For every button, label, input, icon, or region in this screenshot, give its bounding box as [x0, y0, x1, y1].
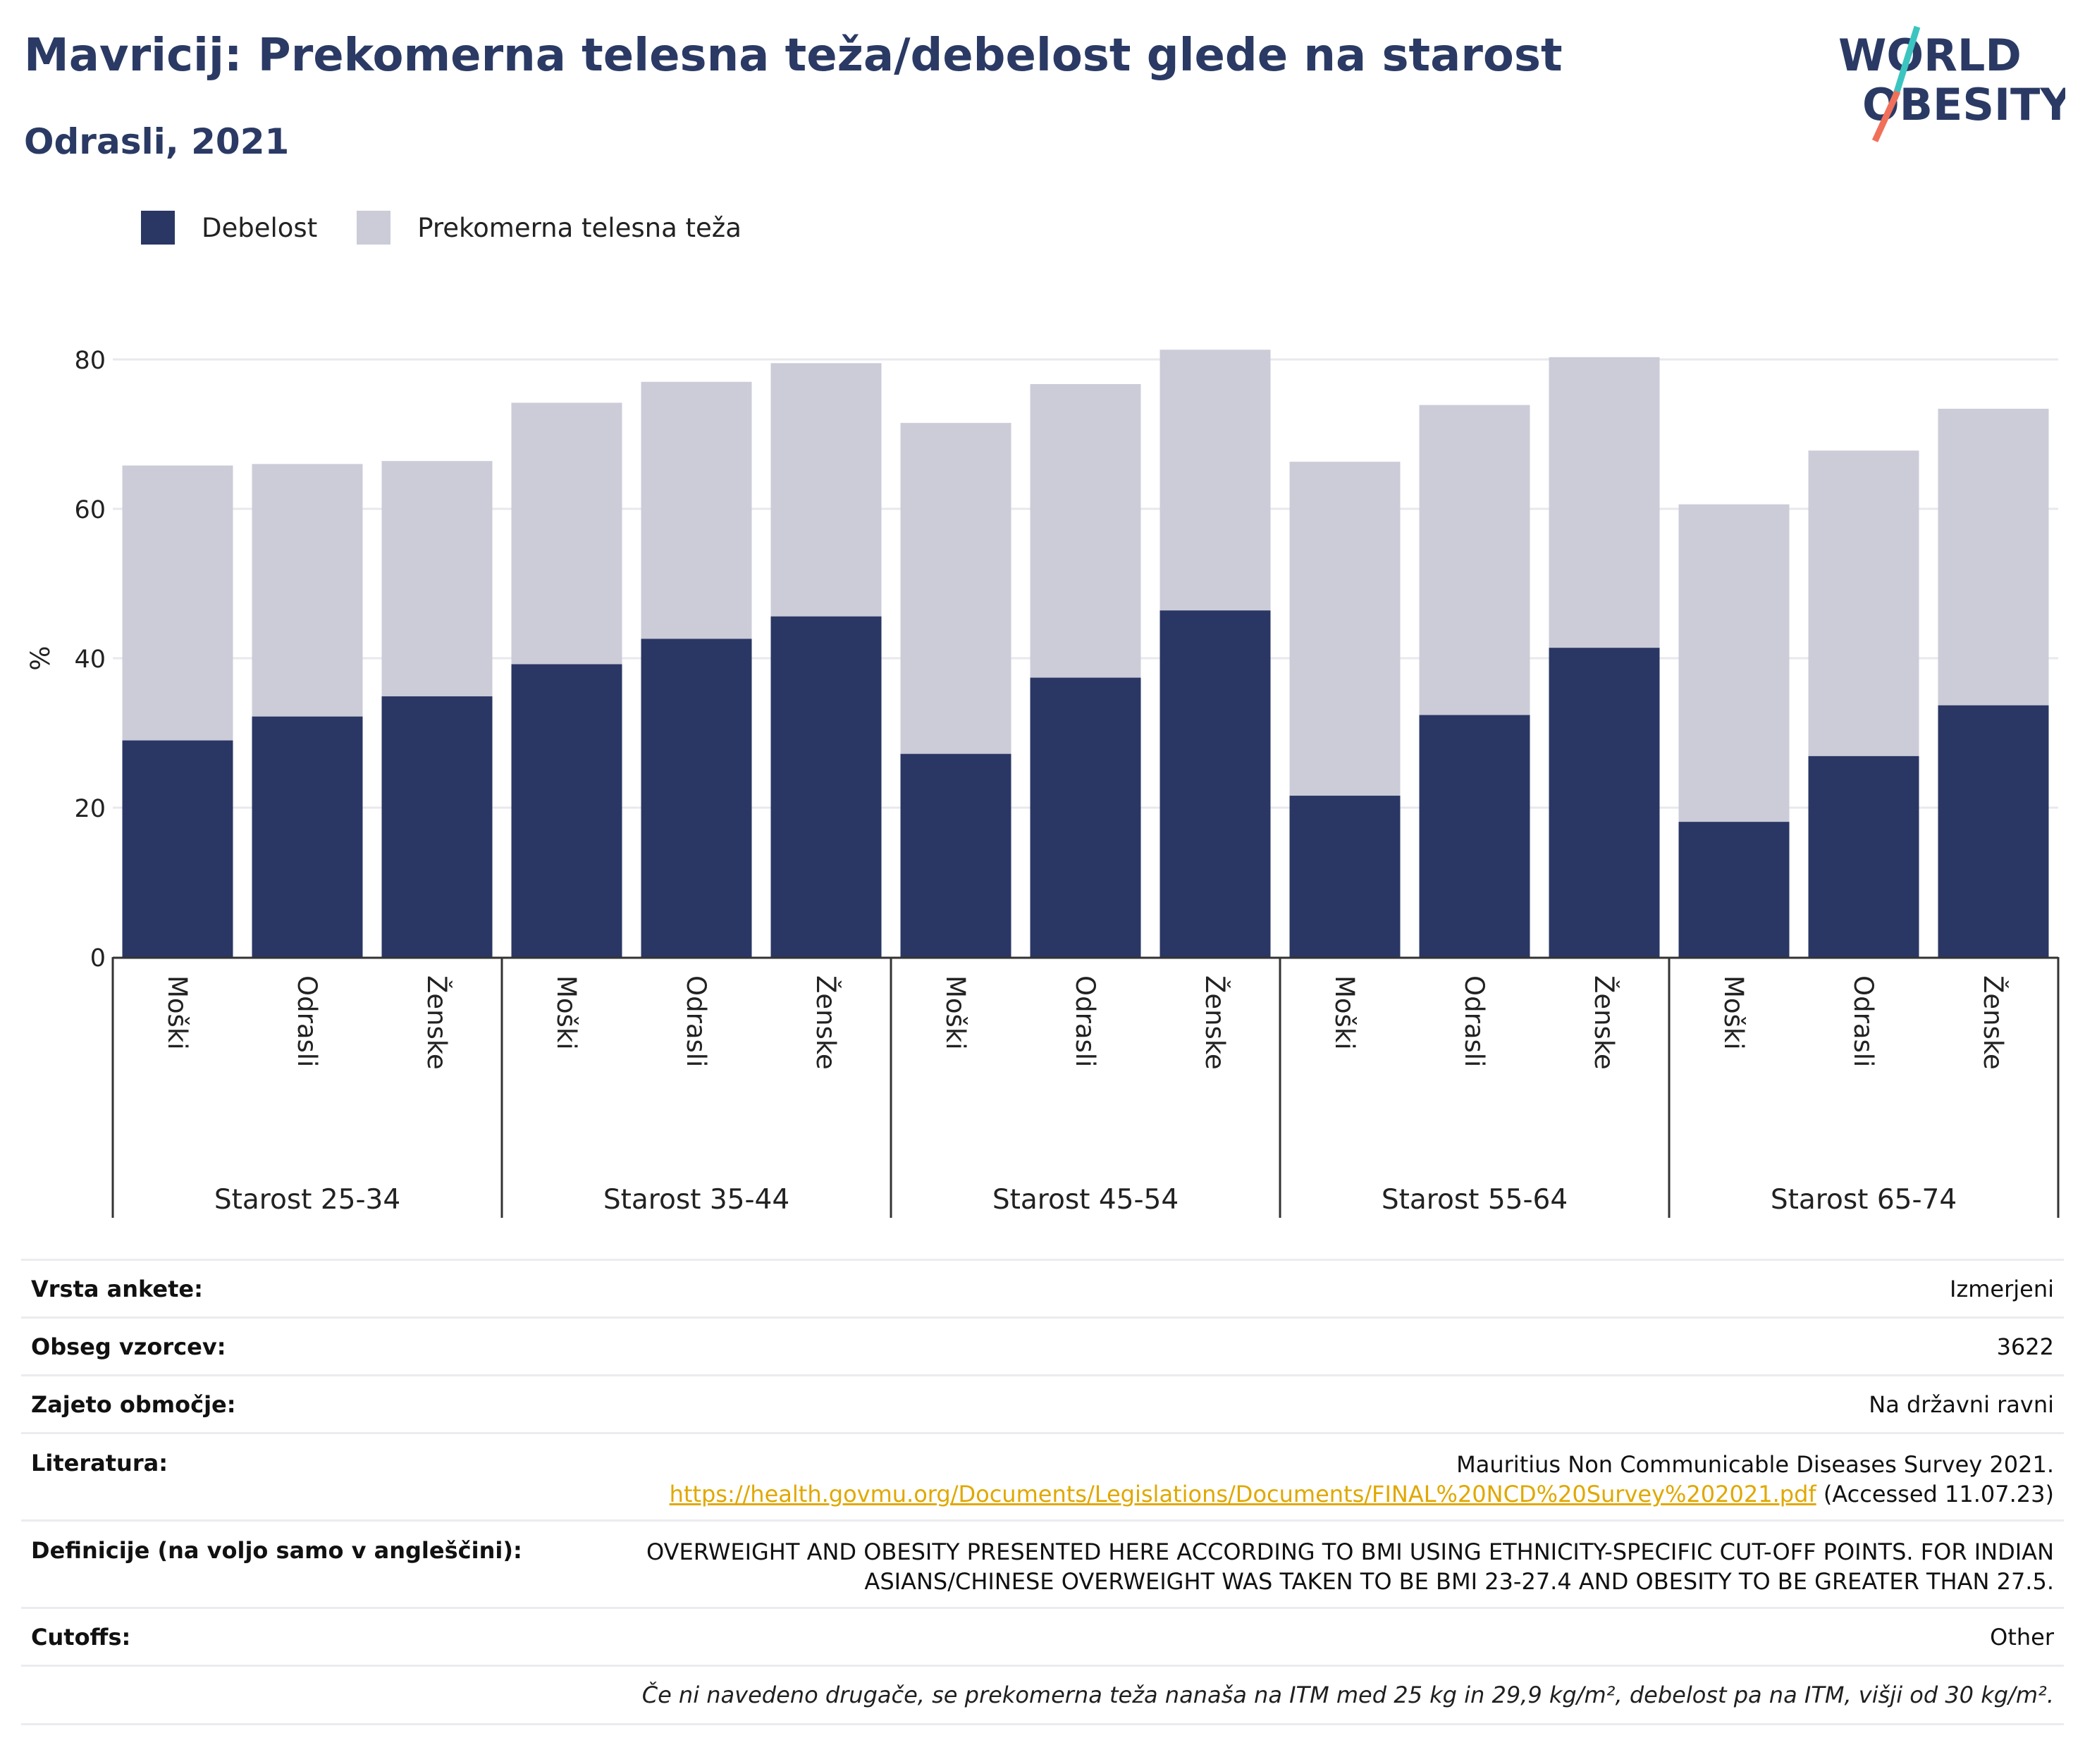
reference-value: Mauritius Non Communicable Diseases Surv… — [670, 1450, 2054, 1519]
reference-line-1: Mauritius Non Communicable Diseases Surv… — [1456, 1451, 2054, 1478]
stacked-bar-chart: 0 20 40 60 80% Moški Odrasli Ženske Starost 25-3… — [25, 347, 2060, 1218]
bar-overweight — [770, 363, 882, 617]
bar-obesity — [1808, 755, 1919, 957]
meta-row-cutoffs: Cutoffs: Other — [21, 1607, 2064, 1665]
definitions-line-1: OVERWEIGHT AND OBESITY PRESENTED HERE AC… — [646, 1538, 2054, 1565]
legend-swatch-overweight — [357, 211, 391, 245]
bar-obesity — [770, 616, 882, 957]
bar-obesity — [511, 664, 622, 957]
category-label: Odrasli — [1848, 975, 1878, 1067]
group-label: Starost 25-34 — [214, 1184, 400, 1216]
meta-row-definitions: Definicije (na voljo samo v angleščini):… — [21, 1519, 2064, 1607]
meta-row-coverage: Zajeto območje: Na državni ravni — [21, 1374, 2064, 1432]
bar-obesity — [1030, 677, 1141, 957]
coverage-value: Na državni ravni — [1869, 1390, 2054, 1418]
bar-overweight — [122, 465, 233, 741]
bar-obesity — [1678, 822, 1790, 957]
bar-overweight — [1160, 350, 1271, 611]
bar-obesity — [252, 716, 363, 957]
bar-overweight — [381, 461, 493, 697]
category-label: Odrasli — [681, 975, 711, 1067]
bar-obesity — [1160, 610, 1271, 957]
logo-slash-bottom — [1871, 90, 1901, 142]
bmi-note: Če ni navedeno drugače, se prekomerna te… — [641, 1682, 2054, 1708]
bar-overweight — [1808, 450, 1919, 756]
bar-obesity — [122, 740, 233, 957]
bar-overweight — [511, 402, 622, 665]
y-tick-label-20: 20 — [74, 795, 106, 823]
category-label: Moški — [162, 975, 192, 1050]
group-label: Starost 35-44 — [603, 1184, 789, 1216]
y-axis-label: % — [25, 646, 56, 670]
bar-obesity — [381, 696, 493, 957]
category-label: Moški — [940, 975, 971, 1050]
bar-overweight — [1419, 405, 1530, 715]
category-label: Odrasli — [1459, 975, 1489, 1067]
category-label: Moški — [551, 975, 582, 1050]
coverage-key: Zajeto območje: — [31, 1390, 236, 1418]
sample-size-key: Obseg vzorcev: — [31, 1333, 226, 1360]
survey-type-key: Vrsta ankete: — [31, 1275, 203, 1302]
bar-obesity — [641, 639, 752, 957]
category-label: Moški — [1329, 975, 1360, 1050]
bar-obesity — [1938, 705, 2049, 957]
chart-subtitle: Odrasli, 2021 — [24, 121, 290, 162]
category-label: Odrasli — [1070, 975, 1100, 1067]
category-label: Ženske — [1589, 975, 1620, 1070]
category-label: Moški — [1718, 975, 1749, 1050]
bar-obesity — [900, 753, 1011, 957]
group-label: Starost 55-64 — [1382, 1184, 1568, 1216]
category-label: Ženske — [811, 975, 842, 1070]
survey-type-value: Izmerjeni — [1950, 1275, 2054, 1302]
y-tick-label-80: 80 — [74, 347, 106, 375]
group-label: Starost 65-74 — [1771, 1184, 1957, 1216]
world-obesity-logo: WORLD OBESITY — [1838, 25, 2065, 142]
definitions-line-2: ASIANS/CHINESE OVERWEIGHT WAS TAKEN TO B… — [864, 1568, 2054, 1595]
category-label: Ženske — [422, 975, 453, 1070]
reference-line-2: https://health.govmu.org/Documents/Legis… — [670, 1479, 2054, 1509]
bar-overweight — [1030, 383, 1141, 678]
cutoffs-key: Cutoffs: — [31, 1623, 131, 1651]
logo-slash-top — [1891, 25, 1921, 100]
bar-overweight — [252, 464, 363, 717]
y-tick-label-40: 40 — [74, 646, 106, 674]
bar-overweight — [641, 381, 752, 639]
bar-overweight — [900, 423, 1011, 754]
bar-obesity — [1549, 648, 1660, 957]
meta-row-survey-type: Vrsta ankete: Izmerjeni — [21, 1259, 2064, 1316]
meta-row-sample-size: Obseg vzorcev: 3622 — [21, 1316, 2064, 1374]
meta-row-reference: Literatura: Mauritius Non Communicable D… — [21, 1432, 2064, 1519]
chart-title: Mavricij: Prekomerna telesna teža/debelo… — [24, 30, 1563, 82]
bar-obesity — [1289, 796, 1401, 957]
y-tick-label-60: 60 — [74, 496, 106, 524]
bar-overweight — [1938, 408, 2049, 705]
bar-overweight — [1549, 357, 1660, 648]
definitions-key: Definicije (na voljo samo v angleščini): — [31, 1537, 522, 1564]
logo-line-1: WORLD — [1838, 30, 2022, 81]
bar-overweight — [1289, 462, 1401, 796]
category-label: Odrasli — [292, 975, 322, 1067]
category-label: Ženske — [1200, 975, 1231, 1070]
reference-key: Literatura: — [31, 1450, 168, 1476]
survey-details: Vrsta ankete: Izmerjeni Obseg vzorcev: 3… — [21, 1259, 2064, 1725]
legend-swatch-obesity — [141, 211, 175, 245]
legend-label-overweight: Prekomerna telesna teža — [417, 212, 742, 243]
reference-link[interactable]: https://health.govmu.org/Documents/Legis… — [669, 1481, 1816, 1507]
group-label: Starost 45-54 — [992, 1184, 1179, 1216]
cutoffs-value: Other — [1990, 1623, 2054, 1651]
bar-overweight — [1678, 504, 1790, 822]
reference-accessed: (Accessed 11.07.23) — [1816, 1481, 2054, 1507]
meta-row-note: Če ni navedeno drugače, se prekomerna te… — [21, 1665, 2064, 1725]
bar-obesity — [1419, 715, 1530, 957]
legend: Debelost Prekomerna telesna teža — [141, 210, 781, 245]
sample-size-value: 3622 — [1996, 1333, 2054, 1360]
category-label: Ženske — [1978, 975, 2009, 1070]
definitions-value: OVERWEIGHT AND OBESITY PRESENTED HERE AC… — [646, 1537, 2054, 1607]
legend-label-obesity: Debelost — [202, 212, 318, 243]
y-tick-label-0: 0 — [90, 944, 106, 973]
